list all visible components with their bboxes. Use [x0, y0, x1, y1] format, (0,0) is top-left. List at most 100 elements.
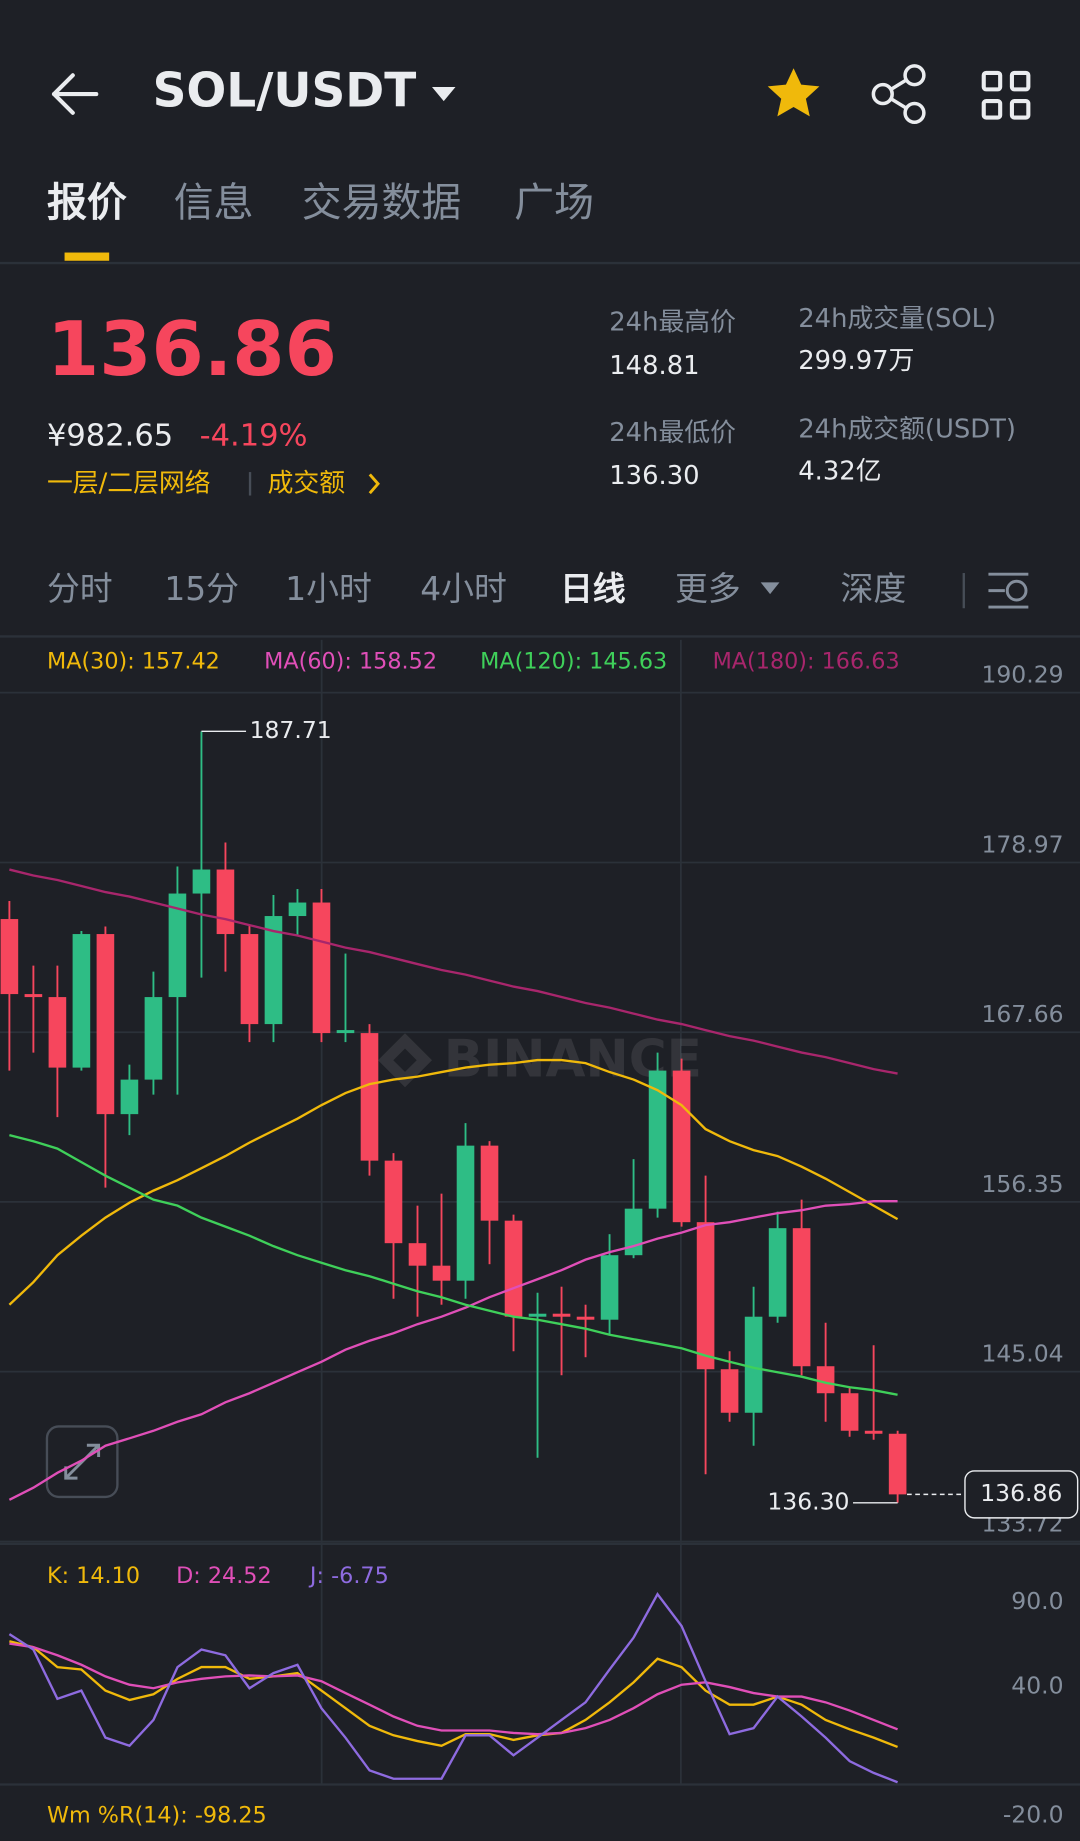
interval[interactable]: 日线	[560, 569, 626, 608]
turnover-link[interactable]: 成交额	[268, 468, 346, 498]
ma-line	[8, 1058, 899, 1306]
candle-body	[840, 1393, 859, 1431]
candle-body	[864, 1430, 883, 1434]
interval[interactable]: 深度	[841, 569, 907, 608]
tab-indicator	[64, 252, 110, 261]
chevron[interactable]	[368, 473, 380, 495]
ma-line	[9, 1133, 898, 1396]
legend-entry: Wm %R(14): -98.25	[47, 1803, 267, 1829]
stat-value: 4.32亿	[798, 457, 881, 487]
favorite-star[interactable]	[767, 68, 820, 117]
candle-body	[24, 994, 43, 998]
tab[interactable]: 广场	[514, 180, 594, 226]
candle-body	[360, 1033, 379, 1161]
candle-body	[744, 1316, 763, 1413]
candle-body	[384, 1160, 403, 1244]
max-label: 187.71	[250, 716, 332, 744]
candle-body	[264, 916, 283, 1025]
candle-body	[168, 893, 187, 998]
candle-body	[48, 997, 67, 1068]
last-price-label: 136.86	[980, 1479, 1062, 1507]
candle-body	[504, 1220, 523, 1317]
candle-body	[72, 934, 91, 1068]
back-button[interactable]	[51, 73, 99, 115]
legend-entry: D: 24.52	[176, 1563, 272, 1589]
stat-label: 24h成交量(SOL)	[798, 304, 996, 334]
y-tick-label: 156.35	[981, 1170, 1063, 1198]
y-tick-label: -20.0	[1003, 1801, 1064, 1829]
candle-body	[792, 1228, 811, 1367]
candle-body	[528, 1313, 547, 1317]
stat-value: 299.97万	[798, 346, 914, 376]
tab[interactable]: 信息	[174, 180, 254, 226]
legend-entry: MA(60): 158.52	[264, 649, 437, 675]
y-tick-label: 40.0	[1011, 1672, 1063, 1700]
candle-body	[600, 1255, 619, 1320]
legend-entry: MA(120): 145.63	[480, 649, 667, 675]
legend-entry: J: -6.75	[308, 1563, 389, 1589]
indicator-line	[8, 1592, 899, 1784]
candle-body	[240, 934, 259, 1025]
candle-body	[408, 1243, 427, 1266]
legend-entry: MA(180): 166.63	[713, 649, 900, 675]
indicator-line	[9, 1640, 898, 1749]
y-tick-label: 190.29	[981, 661, 1063, 689]
network-link[interactable]: 一层/二层网络	[47, 468, 211, 498]
watermark: BINANCE	[378, 1030, 702, 1090]
legend-entry: MA(30): 157.42	[47, 649, 220, 675]
candle-body	[552, 1313, 571, 1317]
menu-grid[interactable]	[981, 70, 1031, 120]
interval[interactable]: 更多	[675, 569, 741, 608]
stat-value: 136.30	[609, 461, 699, 491]
interval[interactable]: 15分	[164, 569, 239, 608]
candle-body	[120, 1079, 139, 1115]
candle-body	[336, 1030, 355, 1034]
candle-body	[816, 1366, 835, 1394]
interval[interactable]: 分时	[47, 569, 113, 608]
candle-body	[0, 919, 19, 995]
candle-body	[96, 934, 115, 1115]
y-tick-label: 90.0	[1011, 1587, 1063, 1615]
interval[interactable]: 4小时	[420, 569, 507, 608]
candle-body	[480, 1145, 499, 1221]
candle-body	[288, 902, 307, 917]
chart-settings[interactable]	[988, 572, 1029, 609]
pair-title[interactable]: SOL/USDT	[153, 64, 417, 119]
stat-value: 148.81	[609, 351, 699, 381]
candle-body	[192, 869, 211, 894]
y-tick-label: 178.97	[981, 831, 1063, 859]
candle-body	[672, 1070, 691, 1223]
candle-body	[648, 1070, 667, 1209]
interval[interactable]: 1小时	[285, 569, 372, 608]
min-label: 136.30	[767, 1487, 849, 1515]
plot-area: 190.29178.97167.66156.35145.04133.72187.…	[0, 649, 1080, 1829]
last-price: 136.86	[47, 305, 337, 393]
y-tick-label: 167.66	[981, 1000, 1063, 1028]
candle-body	[432, 1265, 451, 1281]
more-dropdown[interactable]	[760, 582, 780, 595]
legend-entry: K: 14.10	[47, 1563, 140, 1589]
candle-body	[888, 1433, 907, 1495]
stat-label: 24h成交额(USDT)	[798, 414, 1016, 444]
expand-button[interactable]	[45, 1425, 119, 1499]
pair-dropdown[interactable]	[432, 87, 456, 102]
ma-line	[9, 868, 898, 1075]
candle-body	[312, 902, 331, 1034]
indicator-line	[9, 1642, 899, 1736]
candle-body	[576, 1316, 595, 1320]
candle-body	[720, 1369, 739, 1413]
candle-body	[696, 1222, 715, 1370]
cny-price: ¥982.65	[47, 418, 173, 453]
last-price-box	[964, 1470, 1079, 1519]
change-percent: -4.19%	[200, 418, 308, 453]
y-tick-label: 145.04	[981, 1340, 1063, 1368]
stat-label: 24h最低价	[609, 418, 736, 448]
tab[interactable]: 报价	[47, 180, 127, 226]
ma-line	[8, 1200, 898, 1501]
candle-body	[768, 1228, 787, 1317]
candle-body	[456, 1145, 475, 1281]
tab[interactable]: 交易数据	[302, 180, 462, 226]
candle-body	[144, 997, 163, 1080]
share-button[interactable]	[871, 64, 926, 125]
